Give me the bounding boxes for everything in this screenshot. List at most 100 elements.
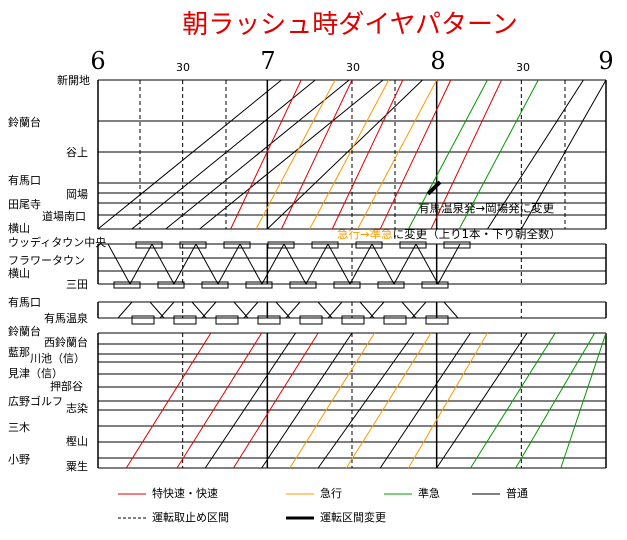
train-line-local [97, 79, 282, 230]
train-stop-box [377, 281, 405, 289]
train-stop-box [355, 241, 383, 249]
legend-label-express: 急行 [320, 486, 342, 500]
train-stop-box [223, 241, 251, 249]
station-label-mitsu: 見津（信） [8, 367, 63, 380]
station-label-dojominamiguchi: 道場南口 [42, 209, 86, 223]
station-label-tanigami: 谷上 [66, 146, 88, 159]
station-label-shinkaichi: 新開地 [57, 73, 90, 87]
train-line-local [371, 243, 417, 286]
half-hour-label: 30 [516, 61, 530, 74]
legend-label-semi-express: 準急 [418, 486, 440, 500]
train-line-local [520, 79, 607, 230]
annotation-express-change: 急行→準急に変更（上り1本・下り朝全数） [337, 227, 561, 241]
train-line-express [255, 79, 336, 230]
station-label-ao: 粟生 [66, 459, 88, 473]
train-line-local [415, 243, 461, 286]
train-stop-box [443, 241, 471, 249]
train-line-local [159, 301, 207, 319]
station-label-yokoyama: 横山 [8, 221, 30, 235]
train-line-local [317, 332, 415, 469]
station-label-arimaguchi: 有馬口 [8, 173, 41, 187]
train-line-local [117, 301, 165, 319]
train-line-local [165, 79, 350, 230]
train-line-semi-express [515, 332, 596, 469]
station-label-suzurandai-2: 鈴蘭台 [8, 324, 41, 338]
half-hour-label: 30 [176, 61, 190, 74]
train-stop-box [399, 241, 427, 249]
train-line-local [379, 332, 471, 469]
train-line-rapid [430, 79, 503, 230]
train-stop-box [131, 315, 155, 325]
train-stop-box [421, 281, 449, 289]
train-line-express [408, 332, 488, 469]
train-line-rapid [331, 79, 404, 230]
train-line-local [283, 243, 329, 286]
train-line-express [345, 332, 432, 469]
station-label-kashiyama: 樫山 [66, 434, 88, 448]
train-line-local [239, 243, 285, 286]
train-line-express [289, 332, 376, 469]
train-stop-box [245, 281, 273, 289]
train-line-local [151, 243, 197, 286]
train-line-local [201, 301, 249, 319]
train-line-semi-express [560, 332, 607, 469]
train-line-express [357, 79, 438, 230]
train-stop-box [425, 315, 449, 325]
chart-title: 朝ラッシュ時ダイヤパターン [182, 10, 517, 40]
station-label-okaba: 岡場 [66, 188, 88, 201]
station-label-miki: 三木 [8, 421, 30, 434]
train-line-local [369, 301, 417, 319]
train-stop-box [215, 315, 239, 325]
train-lines-layer [97, 79, 607, 469]
station-label-yokoyama-2: 横山 [8, 266, 30, 280]
train-stop-box [135, 241, 163, 249]
train-line-local [131, 79, 316, 230]
station-label-ono: 小野 [8, 453, 30, 466]
train-stop-box [341, 315, 365, 325]
annotation-express-change-rest: に変更（上り1本・下り朝全数） [393, 227, 561, 241]
legend-label-rapid: 特快速・快速 [152, 486, 218, 500]
train-line-local [243, 301, 291, 319]
train-stop-box [333, 281, 361, 289]
train-line-local [327, 301, 375, 319]
legend-label-suspended: 運転取止め区間 [152, 511, 229, 524]
train-line-rapid [379, 79, 452, 230]
annotation-okaba-change: 有馬温泉発→岡場発に変更 [418, 201, 555, 215]
train-line-rapid [125, 332, 212, 469]
half-hour-label: 30 [346, 61, 360, 74]
station-label-woodytown: ウッディタウン中央 [8, 235, 106, 249]
train-line-local [285, 301, 333, 319]
train-line-semi-express [458, 79, 539, 230]
train-line-express [309, 79, 390, 230]
hour-label-7: 7 [260, 47, 275, 75]
train-line-rapid [176, 332, 263, 469]
train-line-rapid [230, 79, 302, 230]
train-stop-box [113, 281, 141, 289]
station-label-arimaguchi-2: 有馬口 [8, 295, 41, 309]
station-label-sanda: 三田 [66, 278, 88, 291]
train-line-local [204, 332, 296, 469]
station-label-flowertown: フラワータウン [8, 254, 85, 267]
hour-label-8: 8 [430, 47, 445, 75]
station-label-shijimi: 志染 [66, 401, 88, 415]
station-label-kawaike: 川池（信） [30, 352, 85, 365]
train-line-local [487, 79, 584, 230]
station-label-arimaonsen: 有馬温泉 [44, 311, 88, 325]
train-line-local [436, 332, 528, 469]
station-label-hironogolf: 広野ゴルフ [8, 394, 63, 408]
train-stop-box [173, 315, 197, 325]
train-line-local [195, 243, 241, 286]
train-stop-box [257, 315, 281, 325]
train-stop-box [383, 315, 407, 325]
train-stop-box [201, 281, 229, 289]
legend-label-local: 普通 [506, 486, 528, 500]
grid-layer [97, 79, 607, 469]
station-label-aina: 藍那 [8, 346, 30, 359]
train-stop-box [299, 315, 323, 325]
train-line-local [327, 243, 373, 286]
station-label-taoji: 田尾寺 [8, 198, 41, 211]
train-line-local [199, 79, 384, 230]
train-line-local [411, 301, 459, 319]
train-line-semi-express [470, 332, 556, 469]
